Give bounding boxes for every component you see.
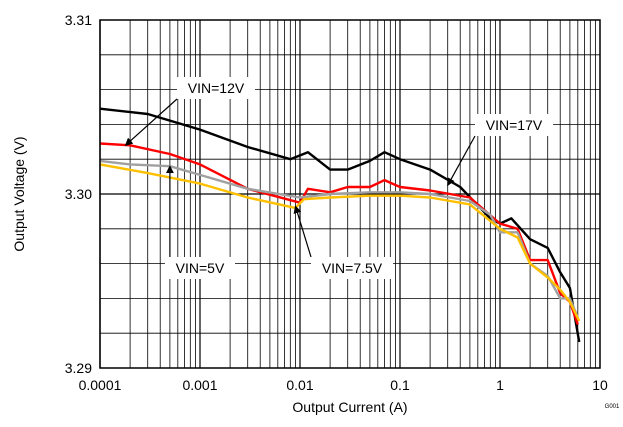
tick-labels: 0.0001 0.001 0.01 0.1 1 10 3.29 3.30 3.31 [65, 12, 608, 393]
x-tick-label: 0.1 [390, 377, 410, 393]
figure-code: G001 [605, 404, 620, 410]
y-tick-label: 3.30 [65, 186, 92, 202]
x-tick-label: 1 [496, 377, 504, 393]
annotation-label: VIN=5V [176, 260, 225, 276]
x-tick-label: 0.01 [286, 377, 313, 393]
x-tick-label: 10 [592, 377, 608, 393]
y-tick-label: 3.31 [65, 12, 92, 28]
annotation-arrow [293, 205, 312, 258]
annotations: VIN=12V VIN=17V VIN=5V VIN=7.5V [124, 77, 553, 279]
annotation-label: VIN=7.5V [322, 260, 383, 276]
annotation-arrow [124, 98, 178, 146]
x-axis-label: Output Current (A) [292, 399, 407, 415]
annotation-box [177, 77, 255, 99]
annotation-label: VIN=12V [188, 80, 245, 96]
series-line [99, 142, 579, 325]
series-lines [99, 107, 581, 343]
series-line [99, 163, 581, 322]
x-tick-label: 0.0001 [79, 377, 122, 393]
annotation-label: VIN=17V [486, 117, 543, 133]
annotation-box [311, 257, 393, 279]
y-tick-label: 3.29 [65, 360, 92, 376]
annotation-box [475, 114, 553, 136]
annotation-arrow [447, 135, 476, 187]
series-line [99, 159, 579, 318]
series-line [99, 107, 581, 343]
annotation-box [165, 257, 235, 279]
x-tick-label: 0.001 [182, 377, 217, 393]
y-axis-label: Output Voltage (V) [11, 136, 27, 251]
plot-frame [99, 19, 601, 369]
